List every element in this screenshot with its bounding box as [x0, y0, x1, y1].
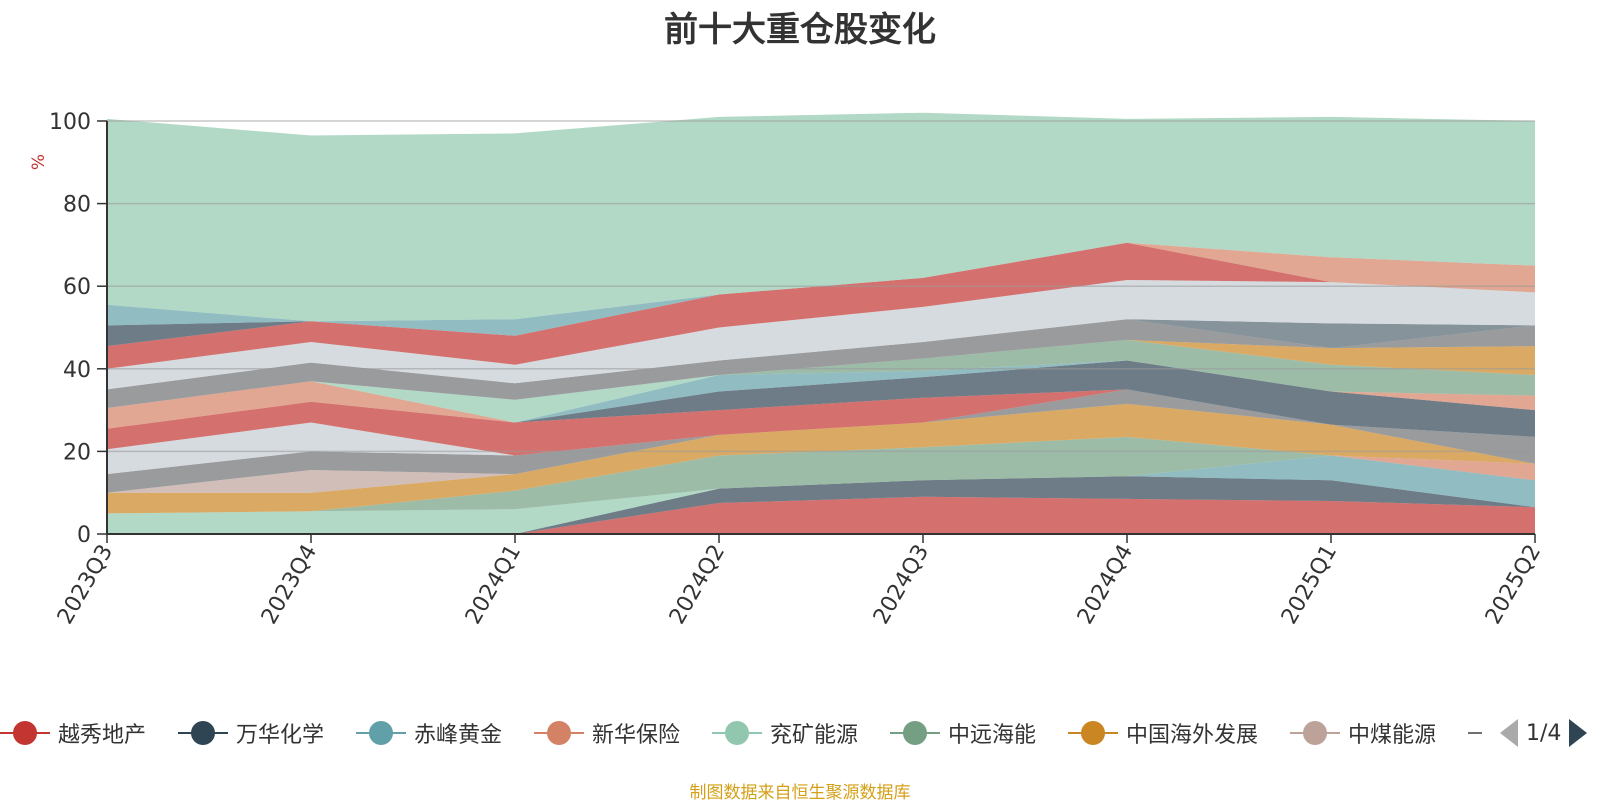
legend-page-indicator: 1/4: [1526, 720, 1562, 746]
x-tick-label: 2023Q4: [257, 541, 322, 629]
legend-marker-icon: [1068, 715, 1118, 751]
x-tick-label: 2024Q1: [461, 541, 526, 629]
y-tick-label: 80: [63, 193, 91, 218]
legend-marker-icon: [178, 715, 228, 751]
legend-pager: 1/4: [1500, 715, 1588, 751]
y-tick-label: 20: [63, 440, 91, 465]
legend-marker-icon: [890, 715, 940, 751]
legend-marker-dot: [903, 721, 927, 745]
chart-title: 前十大重仓股变化: [664, 10, 936, 50]
legend-item[interactable]: 赤峰黄金: [356, 715, 502, 751]
legend-item[interactable]: 中国海外发展: [1068, 715, 1258, 751]
legend-item-label: 新华保险: [592, 723, 681, 748]
legend-item[interactable]: 兖矿能源: [712, 715, 858, 751]
x-tick-label: 2024Q3: [869, 541, 934, 629]
stacked-area-chart: 0 20 40 60 80 100% 2023Q3 2023Q4 2024Q1 2024Q2 202…: [29, 110, 1546, 629]
legend-item-label: 越秀地产: [58, 723, 147, 748]
legend-item-label: 赤峰黄金: [414, 723, 503, 748]
legend-item[interactable]: 中远海能: [890, 715, 1036, 751]
legend-marker-icon: [0, 715, 50, 751]
area-layer-15: [107, 339, 1535, 408]
legend-item-label: 兖矿能源: [770, 723, 859, 748]
y-tick-label: 40: [63, 358, 91, 383]
chart-legend: 越秀地产 万华化学 赤峰黄金 新华保险 兖矿能源 中远海能 中国海外发展 中煤能源 1/4: [0, 715, 1600, 751]
y-axis-label: %: [29, 154, 49, 170]
area-layer-20: [107, 280, 1535, 390]
area-layer-9: [107, 389, 1535, 475]
area-layer-18: [107, 319, 1535, 408]
legend-marker-icon: [534, 715, 584, 751]
area-layer-2: [107, 455, 1535, 534]
area-layer-1: [107, 476, 1535, 534]
area-layer-7: [107, 403, 1535, 493]
legend-marker-dot: [725, 721, 749, 745]
legend-overflow-marker: [1468, 732, 1482, 734]
area-layer-11: [107, 360, 1535, 437]
x-tick-label: 2025Q2: [1481, 541, 1546, 629]
legend-marker-dot: [13, 721, 37, 745]
legend-marker-icon: [1290, 715, 1340, 751]
area-layer-21: [107, 242, 1535, 369]
x-tick-label: 2024Q2: [665, 541, 730, 629]
legend-marker-dot: [191, 721, 215, 745]
legend-item-label: 中国海外发展: [1126, 723, 1259, 748]
legend-marker-icon: [356, 715, 406, 751]
area-layer-5: [107, 436, 1535, 514]
x-tick-label: 2024Q4: [1073, 541, 1138, 629]
legend-item-label: 万华化学: [236, 723, 325, 748]
y-tick-label: 0: [77, 523, 91, 548]
source-note: 制图数据来自恒生聚源数据库: [689, 783, 911, 803]
legend-marker-dot: [1081, 721, 1105, 745]
x-tick-label: 2025Q1: [1277, 541, 1342, 629]
area-layer-6: [107, 403, 1535, 514]
area-layer-12: [107, 360, 1535, 429]
legend-item-label: 中煤能源: [1348, 723, 1437, 748]
legend-marker-dot: [547, 721, 571, 745]
legend-item[interactable]: 越秀地产: [0, 715, 146, 751]
legend-next-page-icon[interactable]: [1569, 719, 1588, 747]
legend-item-label: 中远海能: [948, 723, 1037, 748]
legend-item[interactable]: 万华化学: [178, 715, 324, 751]
legend-item[interactable]: 中煤能源: [1290, 715, 1436, 751]
area-layer-8: [107, 389, 1535, 493]
legend-prev-page-icon[interactable]: [1500, 719, 1518, 747]
legend-marker-dot: [369, 721, 393, 745]
area-layer-25: [107, 112, 1535, 322]
y-tick-label: 60: [63, 275, 91, 300]
area-layer-10: [107, 389, 1535, 456]
area-layer-4: [107, 455, 1535, 534]
legend-item[interactable]: 新华保险: [534, 715, 680, 751]
legend-marker-dot: [1303, 721, 1327, 745]
area-layer-19: [107, 319, 1535, 390]
legend-marker-icon: [712, 715, 762, 751]
x-tick-label: 2023Q3: [53, 541, 118, 629]
area-layer-0: [107, 496, 1535, 534]
area-layer-14: [107, 360, 1535, 423]
y-tick-label: 100: [49, 110, 91, 135]
